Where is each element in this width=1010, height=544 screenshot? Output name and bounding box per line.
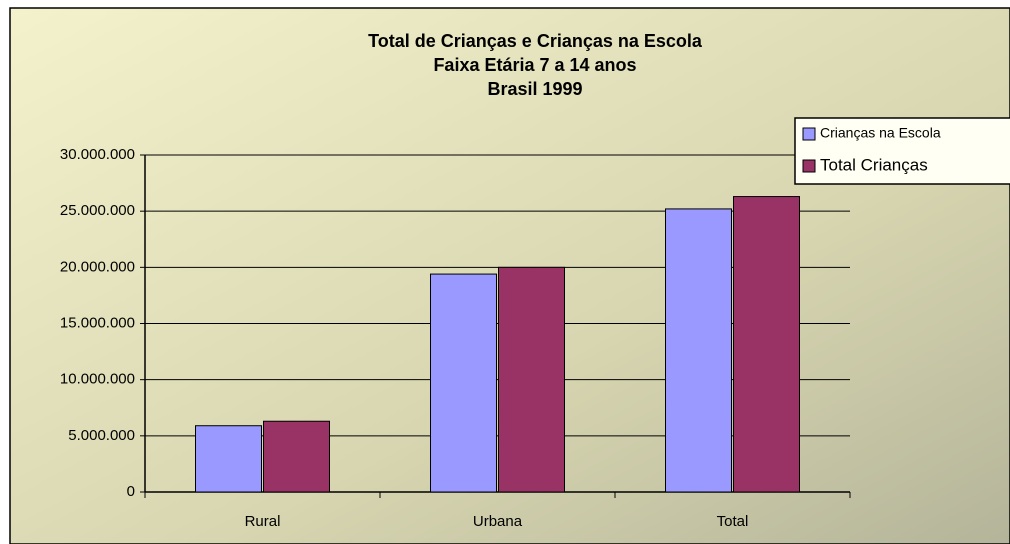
y-tick-label: 30.000.000	[60, 146, 135, 163]
bar	[665, 208, 732, 493]
y-tick-label: 10.000.000	[60, 371, 135, 388]
legend-label: Total Crianças	[820, 155, 928, 174]
y-tick-label: 15.000.000	[60, 314, 135, 331]
legend-swatch	[802, 127, 816, 141]
x-tick-label: Urbana	[473, 513, 523, 530]
y-tick-label: 5.000.000	[68, 427, 135, 444]
legend-swatch	[802, 159, 816, 173]
y-tick-label: 25.000.000	[60, 202, 135, 219]
bar	[263, 420, 330, 493]
bar	[733, 196, 800, 493]
chart-title: Faixa Etária 7 a 14 anos	[433, 55, 636, 75]
x-tick-label: Total	[717, 513, 749, 530]
legend: Crianças na Escola Total Crianças	[794, 117, 1010, 185]
bar	[195, 425, 262, 493]
y-tick-label: 0	[127, 483, 135, 500]
bar	[430, 273, 497, 493]
legend-box	[794, 117, 1010, 185]
chart-title: Total de Crianças e Crianças na Escola	[368, 31, 703, 51]
chart-title: Brasil 1999	[487, 79, 582, 99]
x-tick-label: Rural	[245, 513, 281, 530]
legend-label: Crianças na Escola	[820, 125, 941, 141]
bar	[498, 266, 565, 493]
y-tick-label: 20.000.000	[60, 258, 135, 275]
